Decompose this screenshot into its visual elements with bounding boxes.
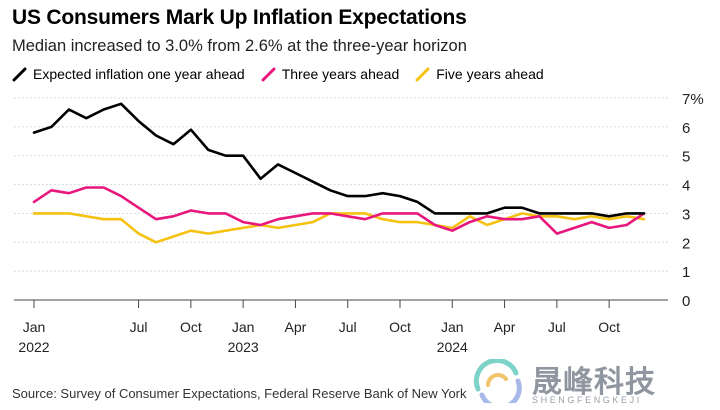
- x-tick-year-label: 2023: [228, 339, 259, 355]
- legend-item-five-year: Five years ahead: [415, 66, 544, 82]
- legend-item-one-year: Expected inflation one year ahead: [12, 66, 245, 82]
- y-tick-label: 7%: [682, 91, 704, 108]
- legend-swatch-one-year: [12, 67, 27, 81]
- legend-label-three-year: Three years ahead: [281, 66, 400, 82]
- y-tick-label: 2: [682, 235, 690, 252]
- y-tick-label: 4: [682, 178, 690, 195]
- x-tick-label: Apr: [285, 319, 307, 335]
- series-line-one-year: [32, 102, 646, 218]
- legend-swatch-line: [261, 67, 276, 81]
- x-tick-label: Jul: [548, 319, 566, 335]
- chart-title: US Consumers Mark Up Inflation Expectati…: [12, 6, 467, 29]
- y-tick-label: 6: [682, 120, 690, 137]
- series-line-three-year: [32, 186, 646, 235]
- watermark-text-en: SHENGFENGKEJI: [532, 395, 642, 405]
- chart-legend: Expected inflation one year ahead Three …: [12, 66, 560, 82]
- x-tick-label: Jan: [232, 319, 255, 335]
- x-tick-year-label: 2022: [18, 339, 49, 355]
- x-tick-label: Jan: [23, 319, 46, 335]
- legend-swatch-five-year: [415, 67, 430, 81]
- x-tick-year-label: 2024: [437, 339, 468, 355]
- y-tick-label: 5: [682, 149, 690, 166]
- x-tick-label: Jul: [130, 319, 148, 335]
- chart-subtitle: Median increased to 3.0% from 2.6% at th…: [12, 37, 467, 55]
- legend-swatch-line: [12, 67, 27, 81]
- x-tick-label: Oct: [389, 319, 411, 335]
- x-tick-label: Jan: [441, 319, 464, 335]
- legend-label-five-year: Five years ahead: [436, 66, 544, 82]
- x-tick-label: Apr: [494, 319, 516, 335]
- x-tick-label: Oct: [180, 319, 202, 335]
- source-note: Source: Survey of Consumer Expectations,…: [12, 386, 467, 401]
- y-tick-label: 3: [682, 206, 690, 223]
- watermark-text-cn: 晟峰科技: [532, 365, 656, 400]
- watermark-logo-icon: [473, 359, 522, 403]
- series-line-five-year: [32, 212, 646, 244]
- x-tick-label: Jul: [339, 319, 357, 335]
- legend-label-one-year: Expected inflation one year ahead: [33, 66, 245, 82]
- legend-swatch-line: [415, 67, 430, 81]
- watermark: 晟峰科技 SHENGFENGKEJI: [470, 355, 670, 405]
- legend-item-three-year: Three years ahead: [261, 66, 400, 82]
- y-tick-label: 0: [682, 293, 690, 310]
- x-tick-label: Oct: [598, 319, 620, 335]
- y-tick-label: 1: [682, 264, 690, 281]
- legend-swatch-three-year: [261, 67, 276, 81]
